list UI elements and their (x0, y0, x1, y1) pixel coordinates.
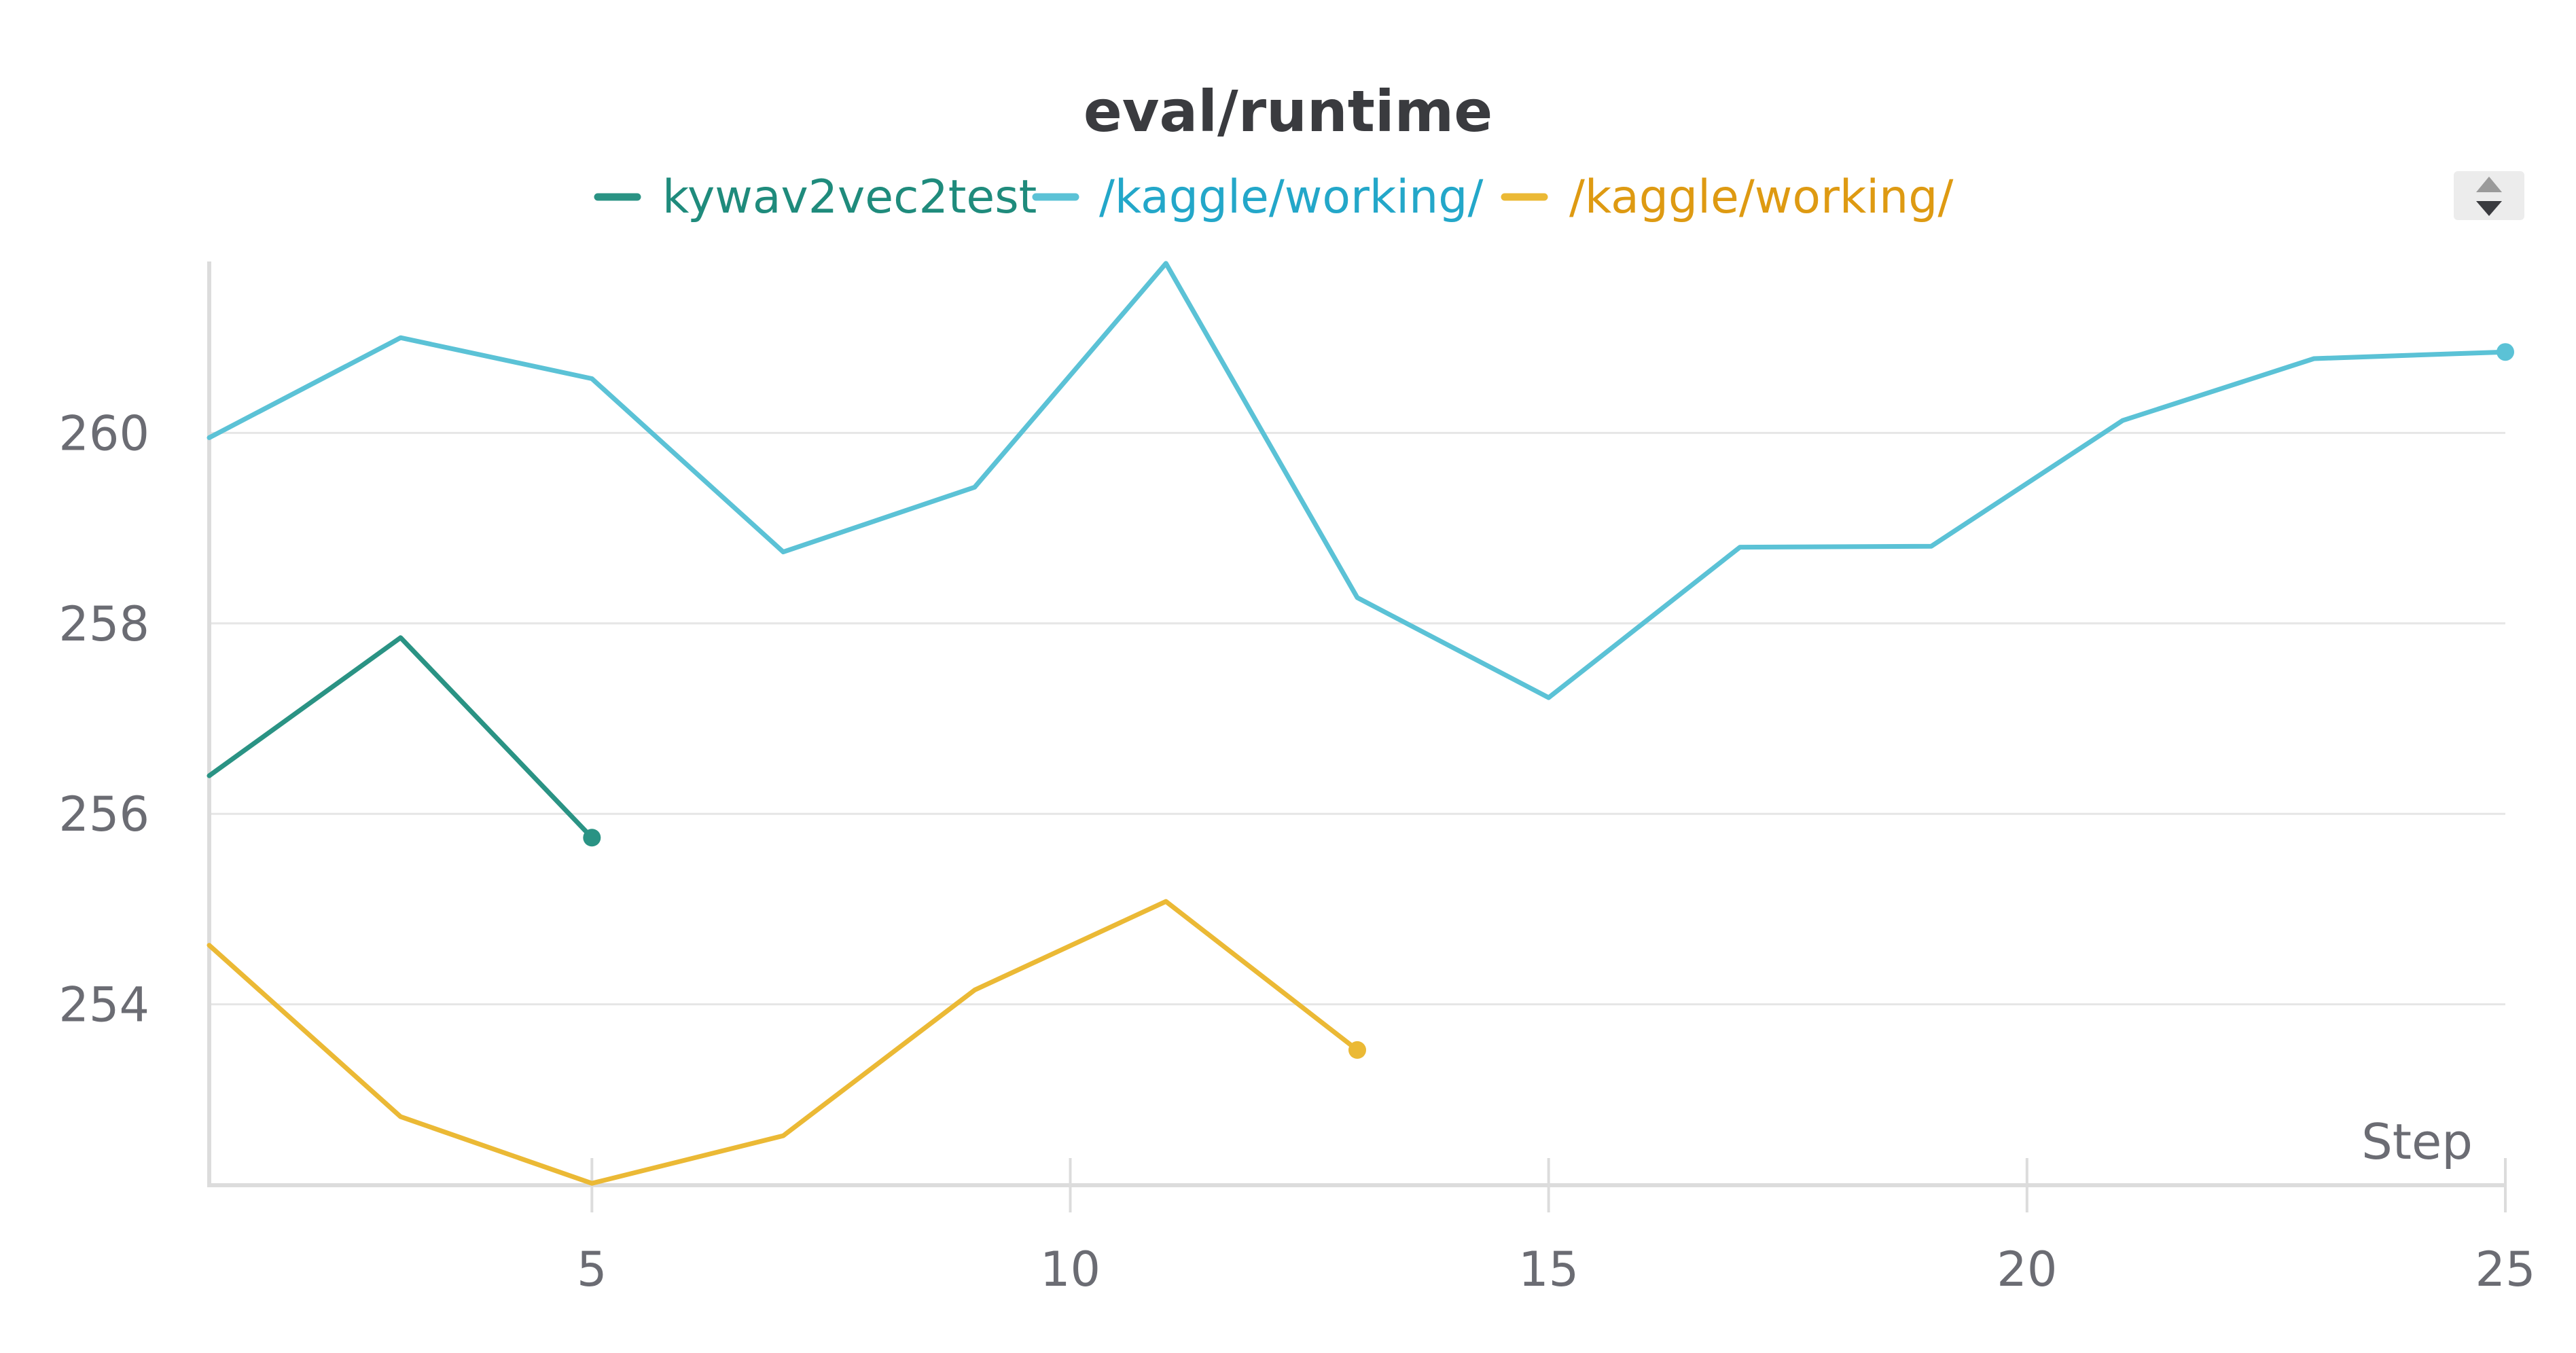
axes (207, 261, 2507, 1212)
grid-lines (209, 431, 2505, 1006)
series-lines (207, 261, 2514, 1186)
series-line-2 (207, 261, 2508, 700)
legend-scroll-control[interactable] (2454, 171, 2524, 220)
y-tick-label: 260 (58, 405, 149, 461)
triangle-down-icon[interactable] (2476, 201, 2502, 216)
series-end-point-2 (2497, 343, 2514, 361)
series-end-point-1 (583, 829, 601, 847)
triangle-up-icon[interactable] (2476, 177, 2502, 192)
series-line-1 (207, 635, 594, 840)
x-tick-label: 10 (1040, 1242, 1101, 1297)
y-tick-label: 258 (58, 596, 149, 652)
x-tick-label: 15 (1518, 1242, 1579, 1297)
legend-label-3: /kaggle/working/ (1569, 170, 1953, 224)
x-tick-label: 25 (2475, 1242, 2535, 1297)
legend-label-1: kywav2vec2test (662, 170, 1037, 224)
y-tick-label: 254 (58, 977, 149, 1033)
legend-scroll-background[interactable] (2454, 171, 2524, 220)
y-tick-label: 256 (58, 787, 149, 842)
chart-title: eval/runtime (1084, 78, 1492, 145)
x-axis-title: Step (2361, 1113, 2473, 1170)
tick-labels: 254 256 258 260 5 10 15 20 25 (58, 405, 2535, 1297)
x-tick-label: 5 (577, 1242, 607, 1297)
legend-label-2: /kaggle/working/ (1099, 170, 1483, 224)
x-tick-label: 20 (1997, 1242, 2057, 1297)
series-end-point-3 (1348, 1041, 1366, 1059)
legend: kywav2vec2test/kaggle/working/ /kaggle/wo… (594, 170, 1953, 224)
series-line-3 (207, 899, 1360, 1186)
